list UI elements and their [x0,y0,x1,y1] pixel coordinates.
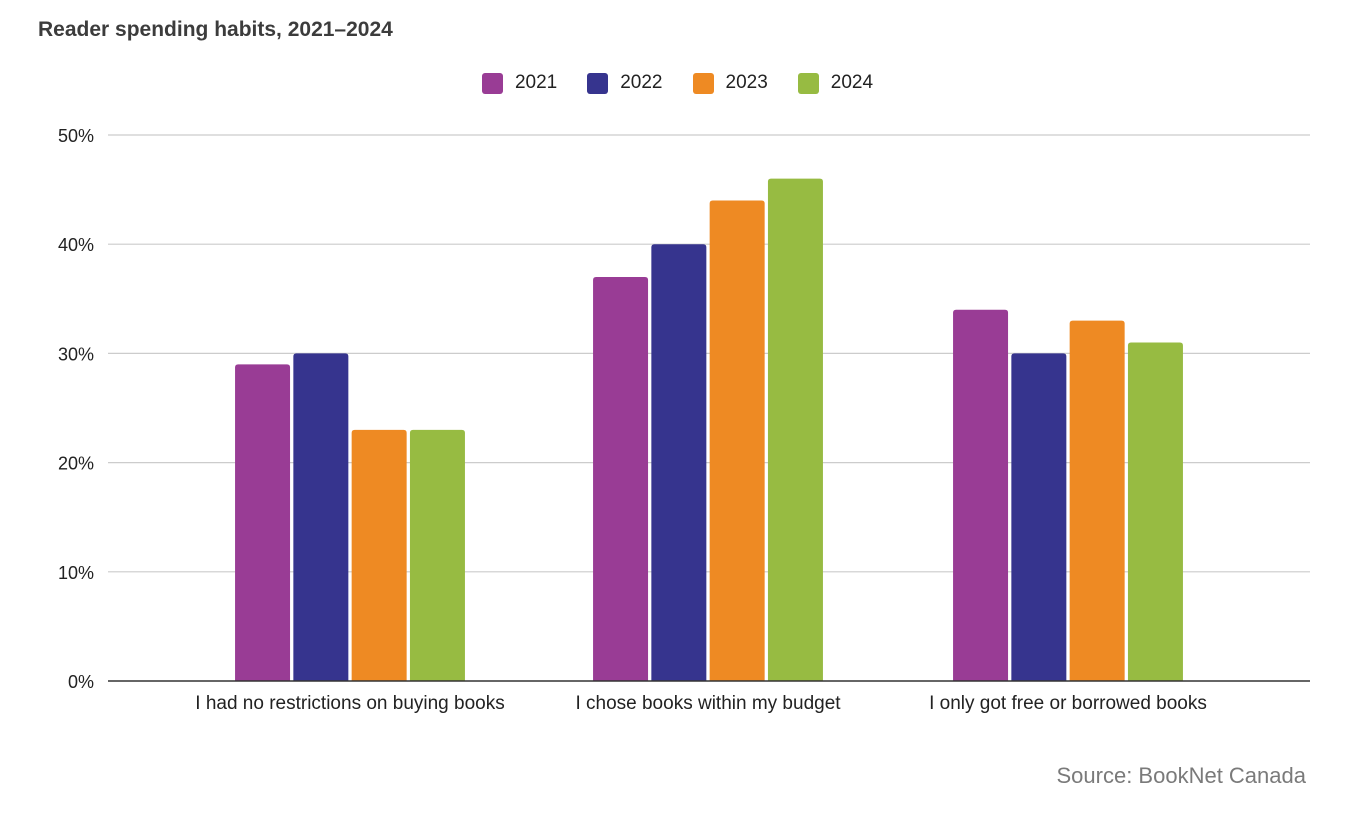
legend-swatch [692,72,714,94]
y-tick-label: 30% [58,344,94,364]
source-note: Source: BookNet Canada [1056,763,1307,788]
legend-label: 2021 [514,72,558,93]
bar-2023-2 [709,200,765,681]
legend-label: 2024 [830,72,874,93]
bar-2023-3 [1069,320,1125,681]
legend-swatch [481,72,503,94]
chart-title: Reader spending habits, 2021–2024 [38,18,393,41]
bar-2024-1 [409,429,465,681]
legend-swatch [797,72,819,94]
bar-2021-2 [593,276,649,681]
bar-2021-3 [953,309,1009,681]
x-category-label: I chose books within my budget [575,693,841,714]
bar-2024-2 [767,178,823,681]
x-category-label: I had no restrictions on buying books [195,693,504,714]
x-category-label: I only got free or borrowed books [929,693,1207,714]
bar-2022-3 [1011,353,1067,681]
bar-2022-1 [293,353,349,681]
legend-item-2024: 2024 [797,72,874,94]
legend-item-2021: 2021 [481,72,558,94]
legend: 2021 2022 2023 2024 [0,72,1347,94]
legend-label: 2023 [725,72,768,93]
legend-item-2022: 2022 [587,72,663,94]
y-tick-label: 50% [58,126,94,146]
y-tick-label: 40% [58,235,94,255]
bar-2021-1 [235,364,291,681]
bar-2024-3 [1127,342,1183,681]
bar-2022-2 [651,244,707,681]
y-tick-label: 0% [68,672,94,692]
legend-swatch [587,72,609,94]
bar-2023-1 [351,429,407,681]
legend-item-2023: 2023 [692,72,768,94]
y-tick-label: 10% [58,563,94,583]
legend-label: 2022 [620,72,663,93]
y-tick-label: 20% [58,454,94,474]
